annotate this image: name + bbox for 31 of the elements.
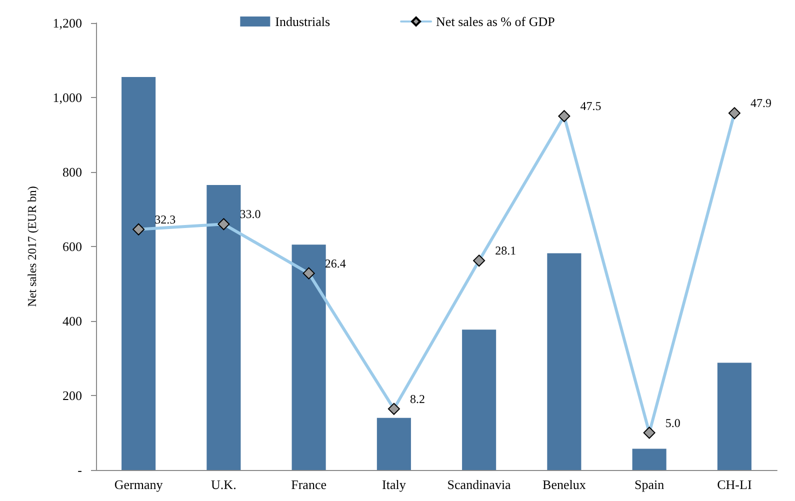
data-label: 47.5: [580, 99, 602, 114]
data-label: 47.9: [750, 96, 772, 110]
legend-label: Net sales as % of GDP: [436, 14, 555, 29]
y-tick-label: -: [78, 462, 82, 478]
legend-label: Industrials: [275, 14, 330, 29]
x-tick-label: France: [291, 477, 327, 492]
x-tick-label: Benelux: [542, 477, 586, 492]
data-label: 8.2: [410, 392, 425, 406]
x-tick-label: CH-LI: [717, 477, 752, 492]
y-tick-label: 1,000: [52, 90, 82, 105]
data-label: 5.0: [665, 416, 680, 430]
y-tick-label: 600: [62, 239, 82, 254]
bar: [547, 253, 582, 470]
y-tick-label: 800: [62, 164, 82, 180]
bar: [206, 185, 241, 470]
x-tick-label: Italy: [382, 477, 406, 492]
bar: [122, 77, 156, 470]
y-tick-label: 200: [62, 388, 82, 403]
x-tick-label: U.K.: [211, 477, 236, 492]
bar: [632, 448, 666, 470]
bar: [717, 362, 752, 470]
x-tick-label: Spain: [634, 477, 665, 492]
data-label: 28.1: [495, 244, 516, 258]
x-tick-label: Scandinavia: [447, 477, 512, 492]
y-tick-label: 1,200: [52, 16, 82, 30]
bar: [376, 418, 411, 470]
x-tick-label: Germany: [114, 477, 164, 492]
y-axis-title: Net sales 2017 (EUR bn): [25, 186, 39, 307]
y-tick-label: 400: [62, 314, 82, 328]
bar: [462, 330, 496, 470]
bar: [292, 244, 326, 470]
